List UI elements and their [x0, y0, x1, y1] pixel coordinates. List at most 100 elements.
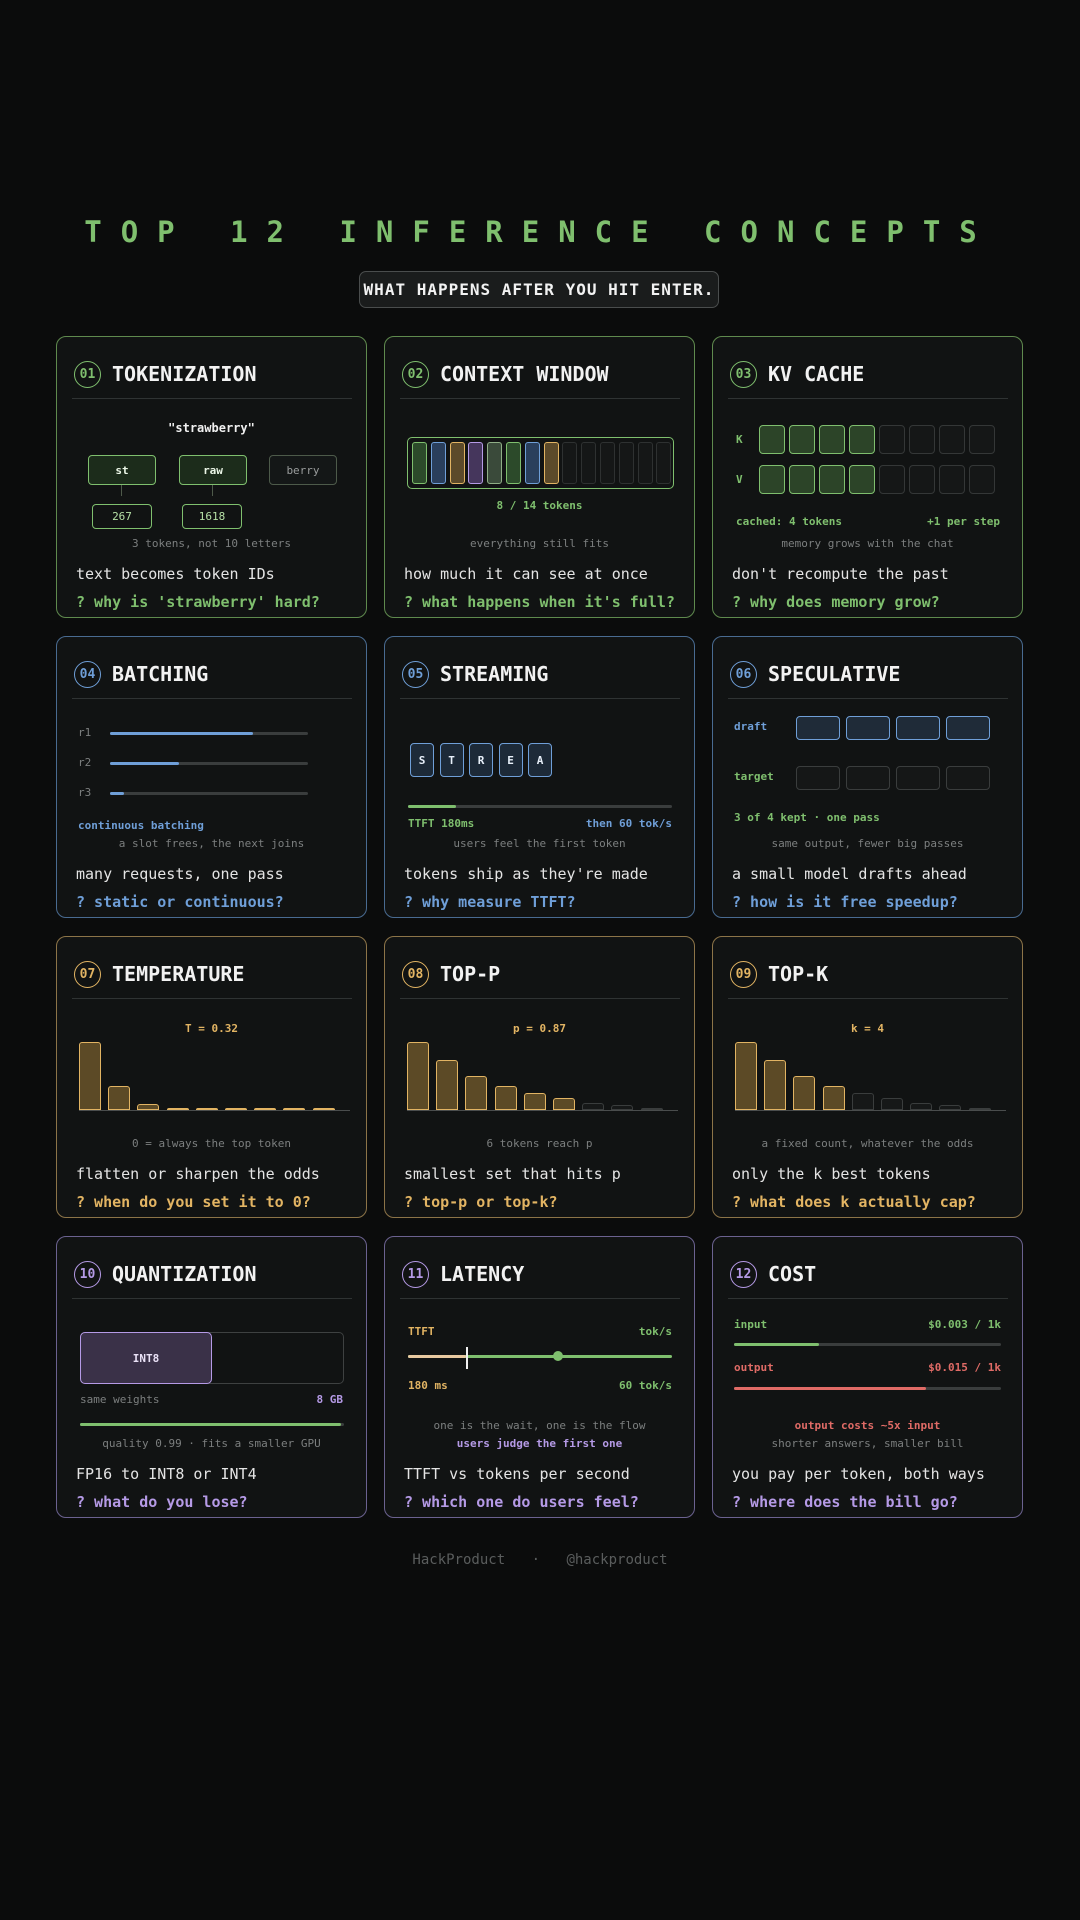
footer-brand[interactable]: HackProduct — [412, 1552, 506, 1568]
card-context-window: 02 CONTEXT WINDOW 8 / 14 tokens everythin… — [384, 336, 695, 618]
card-number: 03 — [730, 360, 757, 388]
kv-cell-cached — [759, 465, 785, 494]
card-question[interactable]: ? what does k actually cap? — [732, 1193, 976, 1211]
kv-cell-cached — [849, 425, 875, 454]
probability-bar-active — [225, 1108, 247, 1110]
card-title: SPECULATIVE — [768, 662, 901, 686]
cost-input-label: input — [734, 1318, 768, 1331]
cost-output-label: output — [734, 1361, 774, 1374]
card-title: TOP-K — [768, 962, 829, 986]
context-token-used — [430, 442, 446, 484]
batch-row-label: r2 — [78, 756, 92, 769]
card-description: how much it can see at once — [404, 565, 648, 583]
card-tokenization: 01 TOKENIZATION "strawberry" st raw berry… — [56, 336, 367, 618]
card-question[interactable]: ? top-p or top-k? — [404, 1193, 558, 1211]
card-description: smallest set that hits p — [404, 1165, 621, 1183]
cost-input-price: $0.003 / 1k — [928, 1318, 1001, 1331]
card-top-p: 08 TOP-P p = 0.87 6 tokens reach p smalle… — [384, 936, 695, 1218]
card-note: a fixed count, whatever the odds — [761, 1137, 974, 1150]
cost-output-bar — [734, 1387, 1001, 1390]
card-number: 12 — [730, 1260, 757, 1288]
kv-row-label-k: K — [736, 433, 743, 446]
probability-bar-active — [523, 1093, 546, 1110]
tokenization-word: "strawberry" — [168, 421, 255, 435]
probability-bar-active — [79, 1042, 101, 1110]
card-note: same output, fewer big passes — [771, 837, 964, 850]
card-title: BATCHING — [112, 662, 209, 686]
batch-row-fill — [110, 732, 253, 735]
card-note: quality 0.99 · fits a smaller GPU — [102, 1437, 321, 1450]
kv-cell-cached — [819, 465, 845, 494]
quantization-weights-label: same weights — [80, 1393, 160, 1406]
batch-row-track — [110, 732, 308, 735]
card-note: users feel the first token — [453, 837, 626, 850]
card-question[interactable]: ? when do you set it to 0? — [76, 1193, 311, 1211]
target-token — [846, 766, 890, 790]
card-note: shorter answers, smaller bill — [771, 1437, 964, 1450]
probability-bar-active — [494, 1085, 517, 1110]
card-question[interactable]: ? why measure TTFT? — [404, 893, 576, 911]
context-token-empty — [637, 442, 653, 484]
target-token — [946, 766, 990, 790]
cost-input-bar — [734, 1343, 1001, 1346]
card-question[interactable]: ? which one do users feel? — [404, 1493, 639, 1511]
card-quantization: 10 QUANTIZATION INT8 same weights 8 GB qu… — [56, 1236, 367, 1518]
card-question[interactable]: ? how is it free speedup? — [732, 893, 958, 911]
ttft-marker — [466, 1347, 469, 1369]
card-question[interactable]: ? what do you lose? — [76, 1493, 248, 1511]
token-chip: berry — [269, 455, 337, 485]
speculative-kept: 3 of 4 kept · one pass — [734, 811, 880, 824]
footer-separator: · — [531, 1552, 540, 1568]
stream-dot — [553, 1351, 563, 1361]
probability-bar-active — [436, 1060, 459, 1110]
card-question[interactable]: ? what happens when it's full? — [404, 593, 675, 611]
card-question[interactable]: ? static or continuous? — [76, 893, 284, 911]
card-description: flatten or sharpen the odds — [76, 1165, 320, 1183]
kv-cell-cached — [849, 465, 875, 494]
kv-cell-empty — [939, 425, 965, 454]
card-title: CONTEXT WINDOW — [440, 362, 609, 386]
kv-cell-cached — [789, 425, 815, 454]
context-token-used — [449, 442, 465, 484]
context-token-used — [543, 442, 559, 484]
card-title: TEMPERATURE — [112, 962, 245, 986]
draft-token — [796, 716, 840, 740]
probability-bars — [735, 1042, 1006, 1114]
context-token-used — [412, 442, 427, 484]
probability-bar-inactive — [910, 1102, 933, 1110]
batch-row-fill — [110, 762, 180, 765]
probability-bar-active — [108, 1085, 131, 1110]
probability-bar-active — [764, 1060, 787, 1110]
card-question[interactable]: ? why is 'strawberry' hard? — [76, 593, 320, 611]
card-streaming: 05 STREAMING TTFT 180ms then 60 tok/s use… — [384, 636, 695, 918]
speculative-draft-label: draft — [734, 720, 768, 733]
context-token-used — [487, 442, 503, 484]
stream-token: E — [498, 743, 523, 777]
context-token-used — [468, 442, 484, 484]
card-question[interactable]: ? why does memory grow? — [732, 593, 940, 611]
speculative-target-label: target — [734, 770, 774, 783]
card-note: 6 tokens reach p — [486, 1137, 593, 1150]
card-description: many requests, one pass — [76, 865, 284, 883]
page-subtitle: WHAT HAPPENS AFTER YOU HIT ENTER. — [359, 271, 719, 308]
batch-row-fill — [110, 792, 124, 795]
card-title: QUANTIZATION — [112, 1262, 257, 1286]
batch-row-label: r3 — [78, 786, 92, 799]
card-note-emphasis: users judge the first one — [456, 1437, 623, 1450]
kv-cell-cached — [819, 425, 845, 454]
quantization-format: INT8 — [132, 1351, 160, 1365]
card-note: one is the wait, one is the flow — [433, 1419, 646, 1432]
latency-timeline — [408, 1355, 672, 1358]
quantization-size: 8 GB — [316, 1393, 344, 1406]
probability-bar-active — [793, 1076, 816, 1110]
card-question[interactable]: ? where does the bill go? — [732, 1493, 958, 1511]
page-title: TOP 12 INFERENCE CONCEPTS — [84, 215, 996, 249]
kv-cell-cached — [759, 425, 785, 454]
probability-bar-inactive — [640, 1108, 663, 1110]
footer-handle[interactable]: @hackproduct — [566, 1552, 668, 1568]
probability-bar-active — [465, 1076, 488, 1110]
card-number: 09 — [730, 960, 757, 988]
card-note-emphasis: output costs ~5x input — [794, 1419, 941, 1432]
probability-bar-active — [312, 1108, 335, 1110]
cost-output-price: $0.015 / 1k — [928, 1361, 1001, 1374]
